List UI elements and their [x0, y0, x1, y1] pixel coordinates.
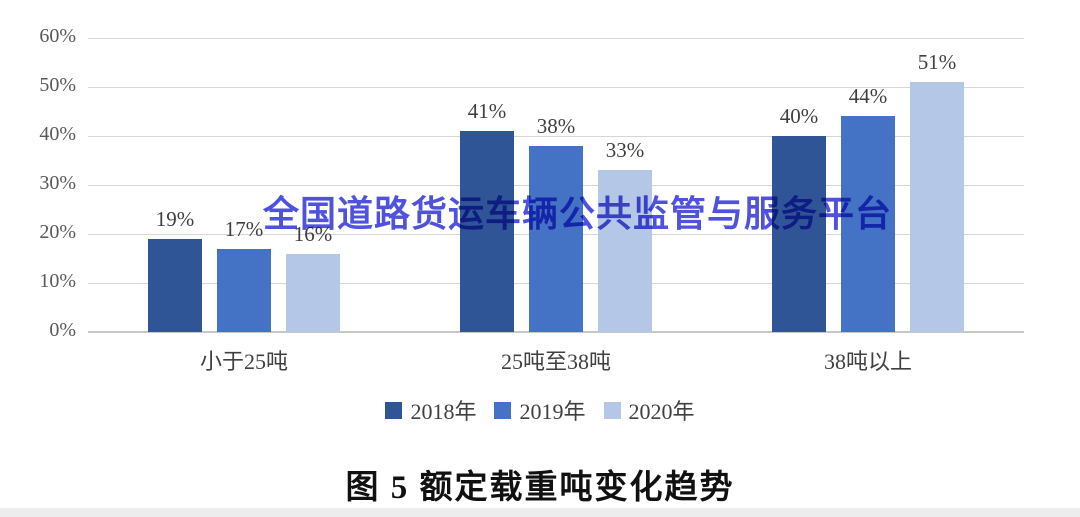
y-tick-label: 60% [39, 25, 76, 47]
y-tick-label: 20% [39, 221, 76, 243]
y-tick-label: 30% [39, 172, 76, 194]
bar-2018年-25吨至38吨 [460, 131, 514, 332]
chart-legend: 2018年 2019年 2020年 [0, 394, 1080, 426]
gridline [88, 87, 1024, 88]
legend-item-2019年: 2019年 [494, 394, 586, 426]
bar-2019年-38吨以上 [841, 116, 895, 332]
y-tick-label: 50% [39, 74, 76, 96]
bar-value-label: 16% [293, 221, 333, 246]
legend-label: 2020年 [628, 399, 695, 424]
legend-item-2018年: 2018年 [385, 394, 476, 426]
bar-value-label: 51% [917, 50, 957, 75]
bar-2018年-38吨以上 [772, 136, 826, 332]
bar-2020年-25吨至38吨 [598, 170, 652, 332]
bar-value-label: 33% [605, 138, 645, 163]
bar-value-label: 17% [224, 216, 264, 241]
legend-swatch [385, 401, 403, 419]
x-axis-line [88, 331, 1024, 333]
bottom-divider [0, 508, 1080, 517]
watermark-text: 全国道路货运车辆公共监管与服务平台 [263, 193, 893, 234]
legend-label: 2019年 [519, 399, 586, 424]
bar-value-label: 38% [536, 113, 576, 138]
legend-label: 2018年 [410, 399, 477, 424]
y-tick-label: 40% [39, 123, 76, 145]
bar-2020年-小于25吨 [286, 253, 340, 332]
gridline [88, 136, 1024, 137]
gridline [88, 38, 1024, 39]
category-label: 25吨至38吨 [500, 349, 611, 374]
y-tick-label: 10% [39, 270, 76, 292]
legend-swatch [603, 401, 621, 419]
bar-value-label: 19% [155, 206, 195, 231]
bar-2019年-小于25吨 [217, 248, 271, 332]
bar-2020年-38吨以上 [910, 82, 964, 332]
category-label: 小于25吨 [199, 349, 288, 374]
y-tick-label: 0% [49, 319, 76, 341]
bar-2019年-25吨至38吨 [529, 145, 583, 332]
legend-item-2020年: 2020年 [603, 394, 695, 426]
bar-2018年-小于25吨 [148, 238, 202, 332]
bar-value-label: 40% [779, 104, 819, 128]
legend-swatch [494, 401, 512, 419]
bar-value-label: 44% [848, 84, 888, 109]
figure-caption: 图 5 额定载重吨变化趋势 [345, 470, 735, 506]
bar-value-label: 41% [467, 99, 507, 124]
category-label: 38吨以上 [823, 349, 912, 374]
